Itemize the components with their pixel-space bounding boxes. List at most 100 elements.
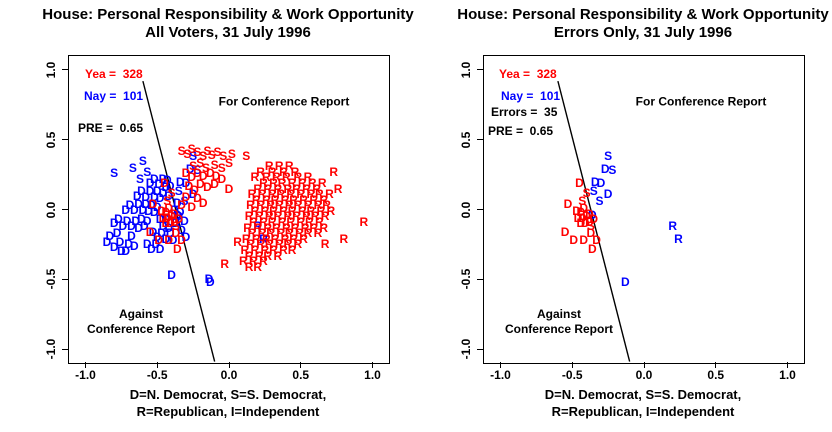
chart-title: House: Personal Responsibility & Work Op… bbox=[457, 6, 829, 23]
data-point-D-yea: D bbox=[181, 166, 191, 181]
data-point-R-yea: R bbox=[302, 181, 311, 196]
data-point-R-yea: R bbox=[246, 237, 255, 252]
plot-area: -1.0 -0.5 0.0 0.5 1.0 1.0 0.5 0.0 -0.5 -1.0 S D S D D S… bbox=[459, 55, 805, 382]
data-point-D-yea: D bbox=[569, 233, 579, 248]
data-point-S-nay: S bbox=[143, 164, 152, 179]
data-point-D-nay: D bbox=[150, 205, 159, 220]
data-point-D-nay: D bbox=[152, 199, 162, 214]
data-point-R-yea: R bbox=[272, 220, 281, 235]
data-point-D-nay: D bbox=[168, 233, 178, 248]
data-point-D-nay: D bbox=[206, 275, 215, 290]
data-point-S-yea: S bbox=[217, 160, 226, 175]
data-point-R-yea: R bbox=[260, 203, 270, 218]
data-point-D-nay: D bbox=[158, 219, 168, 234]
data-point-R-yea: R bbox=[256, 237, 265, 252]
data-point-D-nay: D bbox=[165, 178, 175, 193]
data-point-R-yea: R bbox=[253, 220, 263, 235]
data-point-D-nay: D bbox=[131, 213, 141, 228]
data-point-S-nay: S bbox=[180, 194, 189, 209]
data-point-R-yea: R bbox=[293, 198, 303, 213]
data-point-D-yea: D bbox=[585, 215, 594, 230]
data-point-D-yea: D bbox=[158, 210, 168, 225]
legend-pre: PRE = 0.65 bbox=[488, 124, 554, 138]
data-point-S-yea: S bbox=[582, 185, 591, 200]
data-point-R-yea: R bbox=[243, 220, 252, 235]
data-point-R-yea: R bbox=[250, 203, 260, 218]
data-point-R-yea: R bbox=[276, 226, 285, 241]
data-point-D-yea: D bbox=[161, 216, 171, 231]
data-point-S-yea: S bbox=[213, 145, 222, 160]
data-point-S-yea: S bbox=[586, 219, 595, 234]
data-point-R-yea: R bbox=[263, 220, 273, 235]
y-tick bbox=[62, 348, 68, 350]
plot-area: -1.0 -0.5 0.0 0.5 1.0 1.0 0.5 0.0 -0.5 -1.0 S S S S S D… bbox=[44, 55, 390, 382]
data-point-R-yea: R bbox=[322, 198, 331, 213]
data-point-R-yea: R bbox=[261, 192, 271, 207]
data-point-D-nay: D bbox=[161, 231, 171, 246]
data-point-R-yea: R bbox=[320, 237, 330, 252]
data-point-R-nay: R bbox=[253, 219, 263, 234]
data-point-R-yea: R bbox=[244, 209, 254, 224]
data-point-S-yea: S bbox=[207, 148, 216, 163]
data-point-D-nay: D bbox=[204, 272, 214, 287]
y-tick bbox=[477, 69, 483, 71]
data-point-D-yea: D bbox=[582, 209, 591, 224]
data-point-S-yea: S bbox=[167, 185, 176, 200]
data-point-R-yea: R bbox=[300, 220, 310, 235]
y-tick bbox=[477, 348, 483, 350]
data-point-R-yea: R bbox=[287, 203, 297, 218]
data-point-D-nay: D bbox=[181, 230, 191, 245]
data-point-D-nay: D bbox=[121, 244, 131, 259]
data-point-R-yea: R bbox=[247, 187, 257, 202]
x-tick bbox=[500, 362, 501, 368]
y-tick bbox=[62, 69, 68, 71]
data-point-D-nay: D bbox=[127, 219, 136, 234]
data-point-R-yea: R bbox=[280, 192, 290, 207]
data-point-R-nay: R bbox=[668, 219, 678, 234]
data-point-R-yea: R bbox=[279, 203, 288, 218]
data-point-D-yea: D bbox=[177, 198, 186, 213]
data-point-R-yea: R bbox=[249, 254, 258, 269]
y-tick-label: -1.0 bbox=[459, 338, 473, 360]
data-point-S-yea: S bbox=[171, 219, 180, 234]
chart-title: House: Personal Responsibility & Work Op… bbox=[42, 6, 414, 23]
data-point-R-yea: R bbox=[289, 231, 298, 246]
data-point-R-yea: R bbox=[250, 242, 260, 257]
y-tick bbox=[477, 209, 483, 210]
data-point-D-yea: D bbox=[592, 233, 601, 248]
x-tick bbox=[571, 362, 573, 368]
x-tick-label: 1.0 bbox=[779, 368, 796, 382]
data-point-D-yea: D bbox=[170, 206, 179, 221]
data-point-S-yea: S bbox=[210, 157, 219, 172]
legend-nay: Nay = 101 bbox=[84, 89, 144, 103]
legend-yea: Yea = 328 bbox=[499, 67, 557, 81]
data-point-D-nay: D bbox=[154, 177, 164, 192]
x-tick bbox=[371, 362, 373, 368]
data-point-S-nay: S bbox=[174, 184, 183, 199]
x-axis-label-line2: R=Republican, I=Independent bbox=[551, 404, 735, 419]
data-point-R-yea: R bbox=[259, 175, 268, 190]
data-point-R-yea: R bbox=[274, 237, 284, 252]
data-point-D-nay: D bbox=[590, 174, 600, 189]
data-point-R-yea: R bbox=[290, 164, 300, 179]
for-label: For Conference Report bbox=[219, 95, 350, 110]
x-tick-label: -1.0 bbox=[75, 368, 96, 382]
data-point-S-yea: S bbox=[183, 146, 192, 161]
data-point-D-nay: D bbox=[137, 184, 146, 199]
data-point-R-yea: R bbox=[286, 215, 296, 230]
data-point-S-yea: S bbox=[199, 149, 208, 164]
data-point-R-yea: R bbox=[283, 181, 293, 196]
data-point-D-nay: D bbox=[155, 191, 165, 206]
data-point-D-nay: D bbox=[141, 196, 151, 211]
y-tick-label: -0.5 bbox=[44, 268, 58, 290]
data-point-R-yea: R bbox=[316, 203, 326, 218]
data-point-R-yea: R bbox=[263, 181, 273, 196]
data-point-D-nay: D bbox=[621, 275, 630, 290]
chart-subtitle: All Voters, 31 July 1996 bbox=[145, 24, 311, 41]
data-point-R-yea: R bbox=[309, 192, 318, 207]
data-point-D-yea: D bbox=[587, 241, 597, 256]
data-point-D-yea: D bbox=[217, 171, 227, 186]
data-point-R-yea: R bbox=[284, 198, 294, 213]
y-tick-label: 0.0 bbox=[44, 201, 58, 218]
data-point-S-nay: S bbox=[138, 153, 147, 168]
